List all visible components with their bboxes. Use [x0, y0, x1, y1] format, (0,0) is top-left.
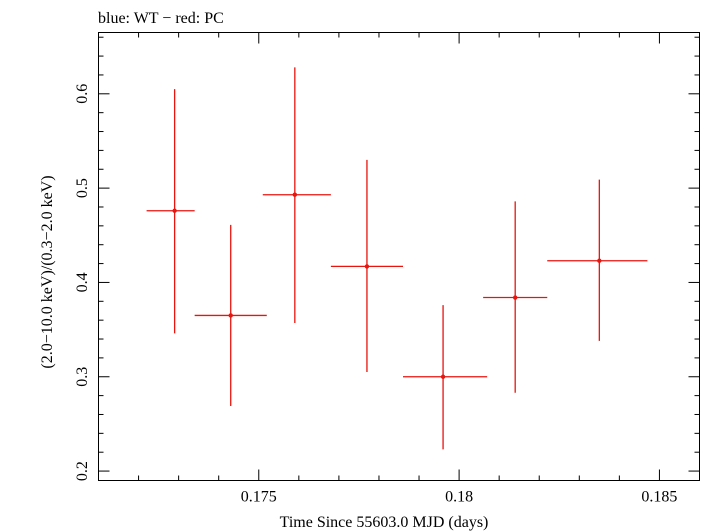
y-tick-label: 0.3: [74, 367, 91, 387]
y-tick-label: 0.5: [74, 178, 91, 198]
data-marker: [228, 313, 233, 318]
y-axis: 0.2 0.3 0.4 0.5 0.6: [74, 36, 700, 481]
data-point: [547, 179, 648, 341]
data-point: [403, 305, 488, 450]
data-marker: [172, 208, 177, 213]
chart-title: blue: WT − red: PC: [98, 10, 224, 27]
data-point: [146, 89, 195, 334]
data-point: [262, 67, 331, 323]
x-tick-label: 0.18: [445, 489, 473, 506]
y-axis-label: (2.0−10.0 keV)/(0.3−2.0 keV): [39, 175, 56, 368]
data-point: [330, 159, 404, 373]
data-marker: [364, 264, 370, 269]
plot-frame: [98, 32, 700, 481]
x-tick-label: 0.175: [241, 489, 277, 506]
x-tick-label: 0.185: [641, 489, 677, 506]
data-marker: [292, 192, 298, 197]
y-tick-label: 0.6: [74, 84, 91, 104]
y-tick-label: 0.2: [74, 461, 91, 481]
y-tick-label: 0.4: [74, 272, 91, 292]
x-axis-label: Time Since 55603.0 MJD (days): [280, 514, 489, 531]
data-points: [146, 67, 648, 450]
data-marker: [512, 295, 518, 300]
data-point: [483, 201, 548, 393]
data-point: [194, 224, 267, 406]
data-marker: [440, 374, 446, 379]
data-marker: [597, 258, 602, 263]
x-axis: 0.175 0.18 0.185: [98, 32, 700, 506]
